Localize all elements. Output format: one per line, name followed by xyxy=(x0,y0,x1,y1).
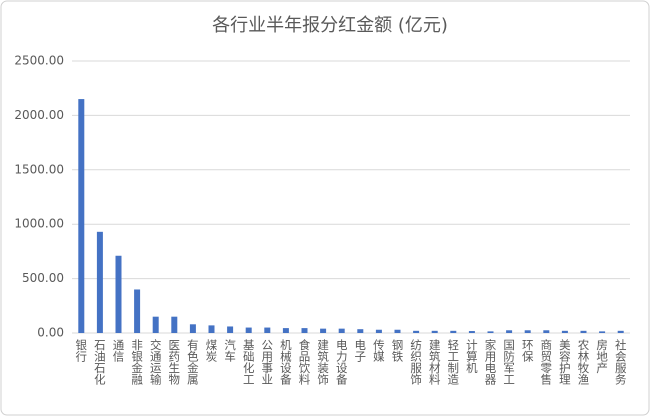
bar xyxy=(394,329,401,333)
bar xyxy=(115,255,122,333)
chart-title: 各行业半年报分红金额 (亿元) xyxy=(212,15,448,36)
x-tick-label: 通信 xyxy=(112,339,126,363)
bar xyxy=(357,329,364,333)
bar xyxy=(208,325,215,333)
x-tick-label: 传媒 xyxy=(372,338,386,363)
bar xyxy=(96,231,103,333)
bar xyxy=(152,316,159,333)
bar xyxy=(245,327,252,333)
x-tick-label: 基础化工 xyxy=(242,339,256,385)
y-tick-label: 500.00 xyxy=(22,271,64,285)
x-tick-label: 轻工制造 xyxy=(446,338,460,385)
x-tick-label: 建筑装饰 xyxy=(316,338,330,385)
bar xyxy=(338,328,345,333)
bar xyxy=(524,330,531,333)
x-tick-label: 建筑材料 xyxy=(428,338,442,386)
bar xyxy=(134,289,141,333)
x-tick-label: 电力设备 xyxy=(335,339,349,386)
x-tick-label: 钢铁 xyxy=(391,339,405,362)
x-tick-label: 银行 xyxy=(74,338,88,363)
bar xyxy=(580,330,587,333)
y-tick-label: 1500.00 xyxy=(14,162,64,176)
x-tick-label: 有色金属 xyxy=(186,338,200,386)
y-tick-label: 0.00 xyxy=(37,326,64,340)
x-tick-label: 医药生物 xyxy=(167,339,181,385)
bar xyxy=(543,330,550,333)
bar xyxy=(227,326,234,333)
x-tick-label: 环保 xyxy=(521,339,535,363)
x-tick-label: 交通运输 xyxy=(149,338,163,386)
bar xyxy=(506,330,513,333)
x-tick-label: 食品饮料 xyxy=(298,338,312,386)
bar xyxy=(617,330,624,333)
x-tick-label: 机械设备 xyxy=(279,338,293,386)
x-tick-label: 电子 xyxy=(353,339,367,362)
bar xyxy=(431,330,438,333)
bar xyxy=(78,99,85,333)
x-tick-label: 商贸零售 xyxy=(539,338,553,386)
x-tick-label: 煤炭 xyxy=(205,339,219,363)
x-tick-label: 汽车 xyxy=(223,338,237,363)
x-tick-label: 房地产 xyxy=(595,339,609,374)
x-tick-label: 纺织服饰 xyxy=(409,338,423,385)
x-tick-label: 非银金融 xyxy=(130,339,144,386)
y-tick-label: 1000.00 xyxy=(14,217,64,231)
bar xyxy=(413,330,420,333)
x-tick-label: 国防军工 xyxy=(502,339,516,385)
y-tick-label: 2000.00 xyxy=(14,108,64,122)
bar xyxy=(487,331,494,333)
bar xyxy=(468,331,475,333)
bar xyxy=(450,330,457,333)
bar xyxy=(599,331,606,333)
x-tick-label: 农林牧渔 xyxy=(577,338,591,386)
bar xyxy=(320,328,327,333)
x-tick-label: 石油石化 xyxy=(93,339,107,386)
bar xyxy=(375,329,382,333)
bar xyxy=(282,328,289,333)
x-tick-label: 美容护理 xyxy=(558,338,572,385)
x-tick-label: 计算机 xyxy=(465,339,479,374)
bar xyxy=(561,330,568,333)
x-tick-label: 家用电器 xyxy=(484,338,498,386)
y-tick-label: 2500.00 xyxy=(14,54,64,68)
bar xyxy=(301,328,308,333)
bar xyxy=(171,316,178,333)
bar xyxy=(264,327,271,333)
x-tick-label: 公用事业 xyxy=(260,339,274,385)
x-tick-label: 社会服务 xyxy=(614,338,628,385)
bar xyxy=(189,324,196,333)
